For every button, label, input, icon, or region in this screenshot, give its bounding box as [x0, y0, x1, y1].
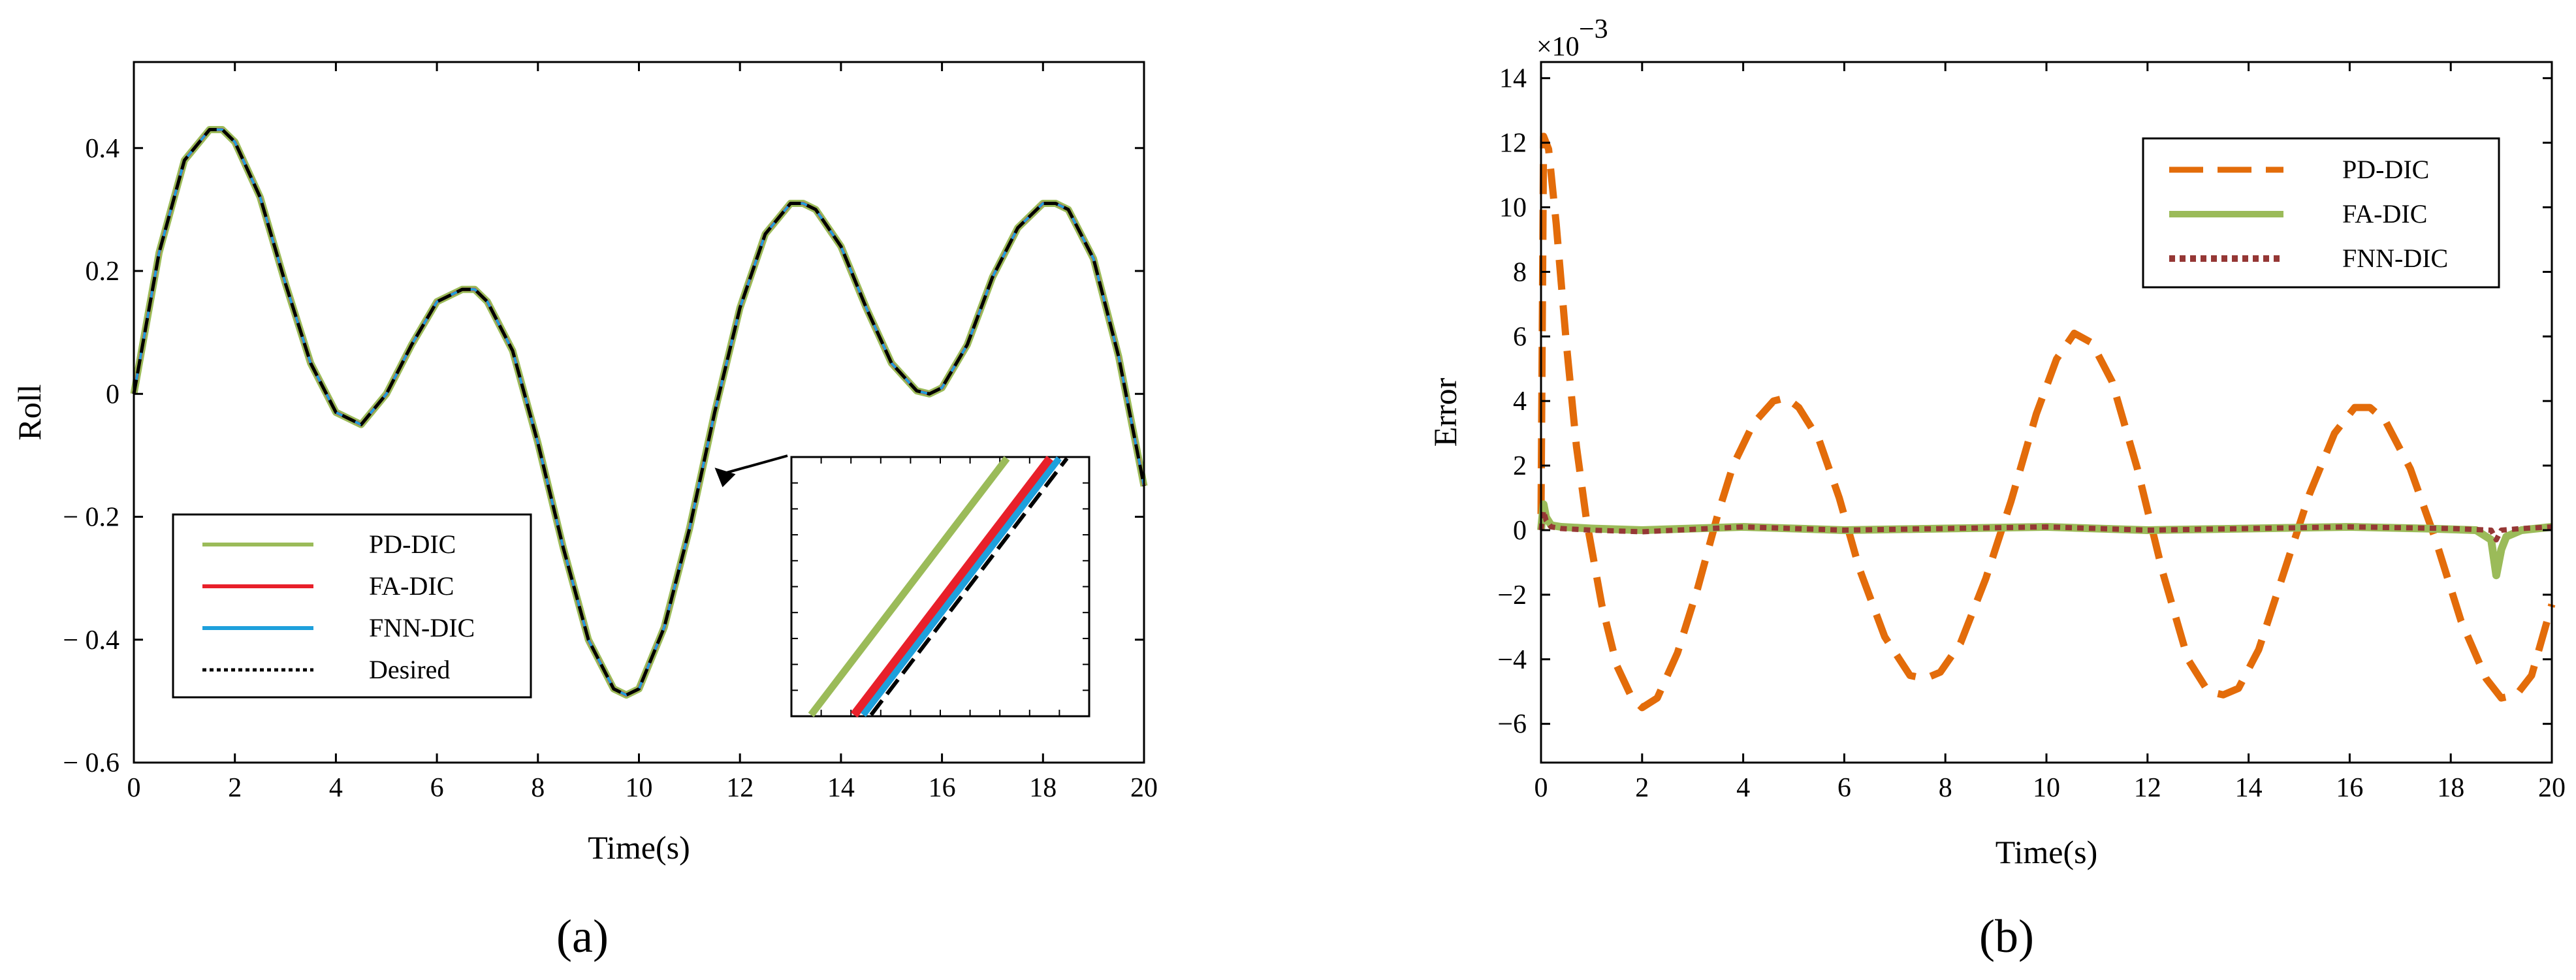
x-axis-label: Time(s) — [1996, 834, 2098, 870]
x-tick-label: 14 — [2235, 773, 2263, 803]
y-tick-label: 6 — [1513, 322, 1527, 352]
y-tick-label: 14 — [1499, 64, 1527, 94]
x-tick-label: 12 — [2134, 773, 2161, 803]
y-tick-label: 8 — [1513, 257, 1527, 287]
y-tick-label: 4 — [1513, 387, 1527, 417]
legend-label: PD-DIC — [2342, 155, 2429, 184]
y-tick-label: 0.2 — [86, 257, 120, 287]
x-tick-label: 20 — [1130, 773, 1158, 803]
annotation-arrow-head — [714, 467, 736, 488]
y-axis-label: Error — [1427, 377, 1463, 447]
legend-label: Desired — [369, 655, 450, 684]
x-tick-label: 2 — [1635, 773, 1649, 803]
y-tick-label: 0 — [1513, 516, 1527, 546]
y-tick-label: 12 — [1499, 129, 1527, 159]
panel-label-a: (a) — [556, 910, 609, 962]
y-axis-label: Roll — [11, 384, 48, 440]
fnn-dic-line — [1538, 508, 2552, 543]
inset-fa-dic-line — [850, 456, 1054, 718]
x-tick-label: 18 — [1029, 773, 1057, 803]
x-tick-label: 12 — [726, 773, 754, 803]
x-tick-label: 4 — [1736, 773, 1750, 803]
x-tick-label: 14 — [827, 773, 855, 803]
y-scale-multiplier: ×10 — [1536, 32, 1580, 62]
x-tick-label: 10 — [626, 773, 653, 803]
desired-line — [132, 128, 1146, 697]
y-tick-label: − 0.4 — [63, 625, 119, 656]
legend-label: FA-DIC — [2342, 199, 2427, 229]
inset-pd-dic-line — [808, 456, 1010, 718]
panel-label-b: (b) — [1979, 910, 2034, 962]
x-tick-label: 0 — [1534, 773, 1548, 803]
y-tick-label: − 0.6 — [63, 748, 119, 778]
y-tick-label: −2 — [1497, 580, 1527, 610]
x-axis-label: Time(s) — [588, 829, 690, 866]
x-tick-label: 10 — [2033, 773, 2060, 803]
legend-label: FA-DIC — [369, 571, 454, 601]
x-tick-label: 0 — [127, 773, 141, 803]
x-tick-label: 8 — [1939, 773, 1952, 803]
legend-label: FNN-DIC — [369, 613, 475, 642]
annotation-arrow-shaft — [720, 454, 788, 476]
x-tick-label: 2 — [228, 773, 242, 803]
y-tick-label: − 0.2 — [63, 503, 119, 533]
x-tick-label: 6 — [430, 773, 444, 803]
y-tick-label: 0 — [106, 379, 119, 409]
y-tick-label: 10 — [1499, 193, 1527, 223]
x-tick-label: 18 — [2437, 773, 2464, 803]
legend-label: FNN-DIC — [2342, 244, 2448, 273]
x-tick-label: 16 — [929, 773, 956, 803]
y-tick-label: −4 — [1497, 645, 1527, 675]
y-tick-label: 0.4 — [86, 134, 120, 164]
x-tick-label: 20 — [2538, 773, 2566, 803]
inset-desired-line — [869, 457, 1069, 716]
panel-b: 0 2 4 6 8 10 12 14 16 18 2014121086420−2−4−6Time(s… — [1427, 14, 2566, 962]
x-tick-label: 4 — [329, 773, 343, 803]
pd-dic-line — [1537, 133, 2556, 712]
y-tick-label: −6 — [1497, 710, 1527, 740]
inset-fnn-dic-line — [861, 456, 1062, 718]
y-scale-exponent: −3 — [1579, 14, 1608, 44]
x-tick-label: 6 — [1837, 773, 1851, 803]
panel-a: 0 2 4 6 8 10 12 14 16 18 20 0.4 0.2 0 − 0.2 − 0.4 − 0.6 T… — [11, 61, 1158, 962]
fa-dic-line — [1537, 500, 2552, 580]
y-tick-label: 2 — [1513, 451, 1527, 481]
legend-label: PD-DIC — [369, 530, 456, 559]
x-tick-label: 16 — [2336, 773, 2363, 803]
x-tick-label: 8 — [531, 773, 545, 803]
